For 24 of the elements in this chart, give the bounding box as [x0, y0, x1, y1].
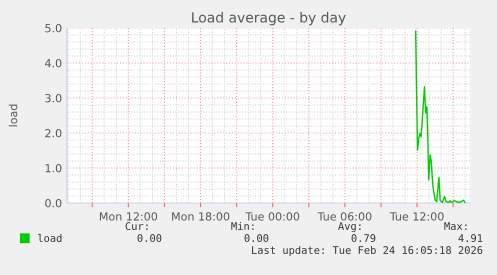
text: 0.00: [244, 234, 268, 242]
y-tick-label: 4.0: [45, 58, 62, 68]
line-series: [414, 30, 466, 203]
legend-label: load: [38, 234, 62, 242]
y-tick-label: 0.0: [45, 198, 62, 208]
text: Last update: Tue Feb 24 16:05:18 2026: [252, 246, 482, 256]
x-tick-label: Tue 00:00: [245, 212, 300, 221]
y-tick-label: 1.0: [46, 164, 62, 172]
x-tick-label: Tue 12:00: [390, 212, 444, 221]
y-tick-label: 5.0: [45, 24, 62, 32]
text: Max:: [444, 222, 466, 230]
y-axis-title: load: [8, 104, 18, 126]
x-tick-label: Mon 18:00: [172, 212, 230, 221]
chart-title: Load average - by day: [192, 12, 346, 26]
text: Min:: [231, 222, 254, 230]
x-tick-label: Tue 06:00: [318, 212, 372, 221]
text: Cur:: [126, 222, 148, 230]
text: 0.79: [352, 234, 376, 242]
y-tick-label: 2.0: [45, 128, 62, 138]
x-tick-label: Mon 12:00: [100, 212, 158, 221]
text: 4.91: [458, 234, 482, 242]
y-tick-label: 3.0: [45, 94, 62, 102]
text: Avg:: [338, 222, 360, 232]
text: 0.00: [138, 234, 162, 242]
